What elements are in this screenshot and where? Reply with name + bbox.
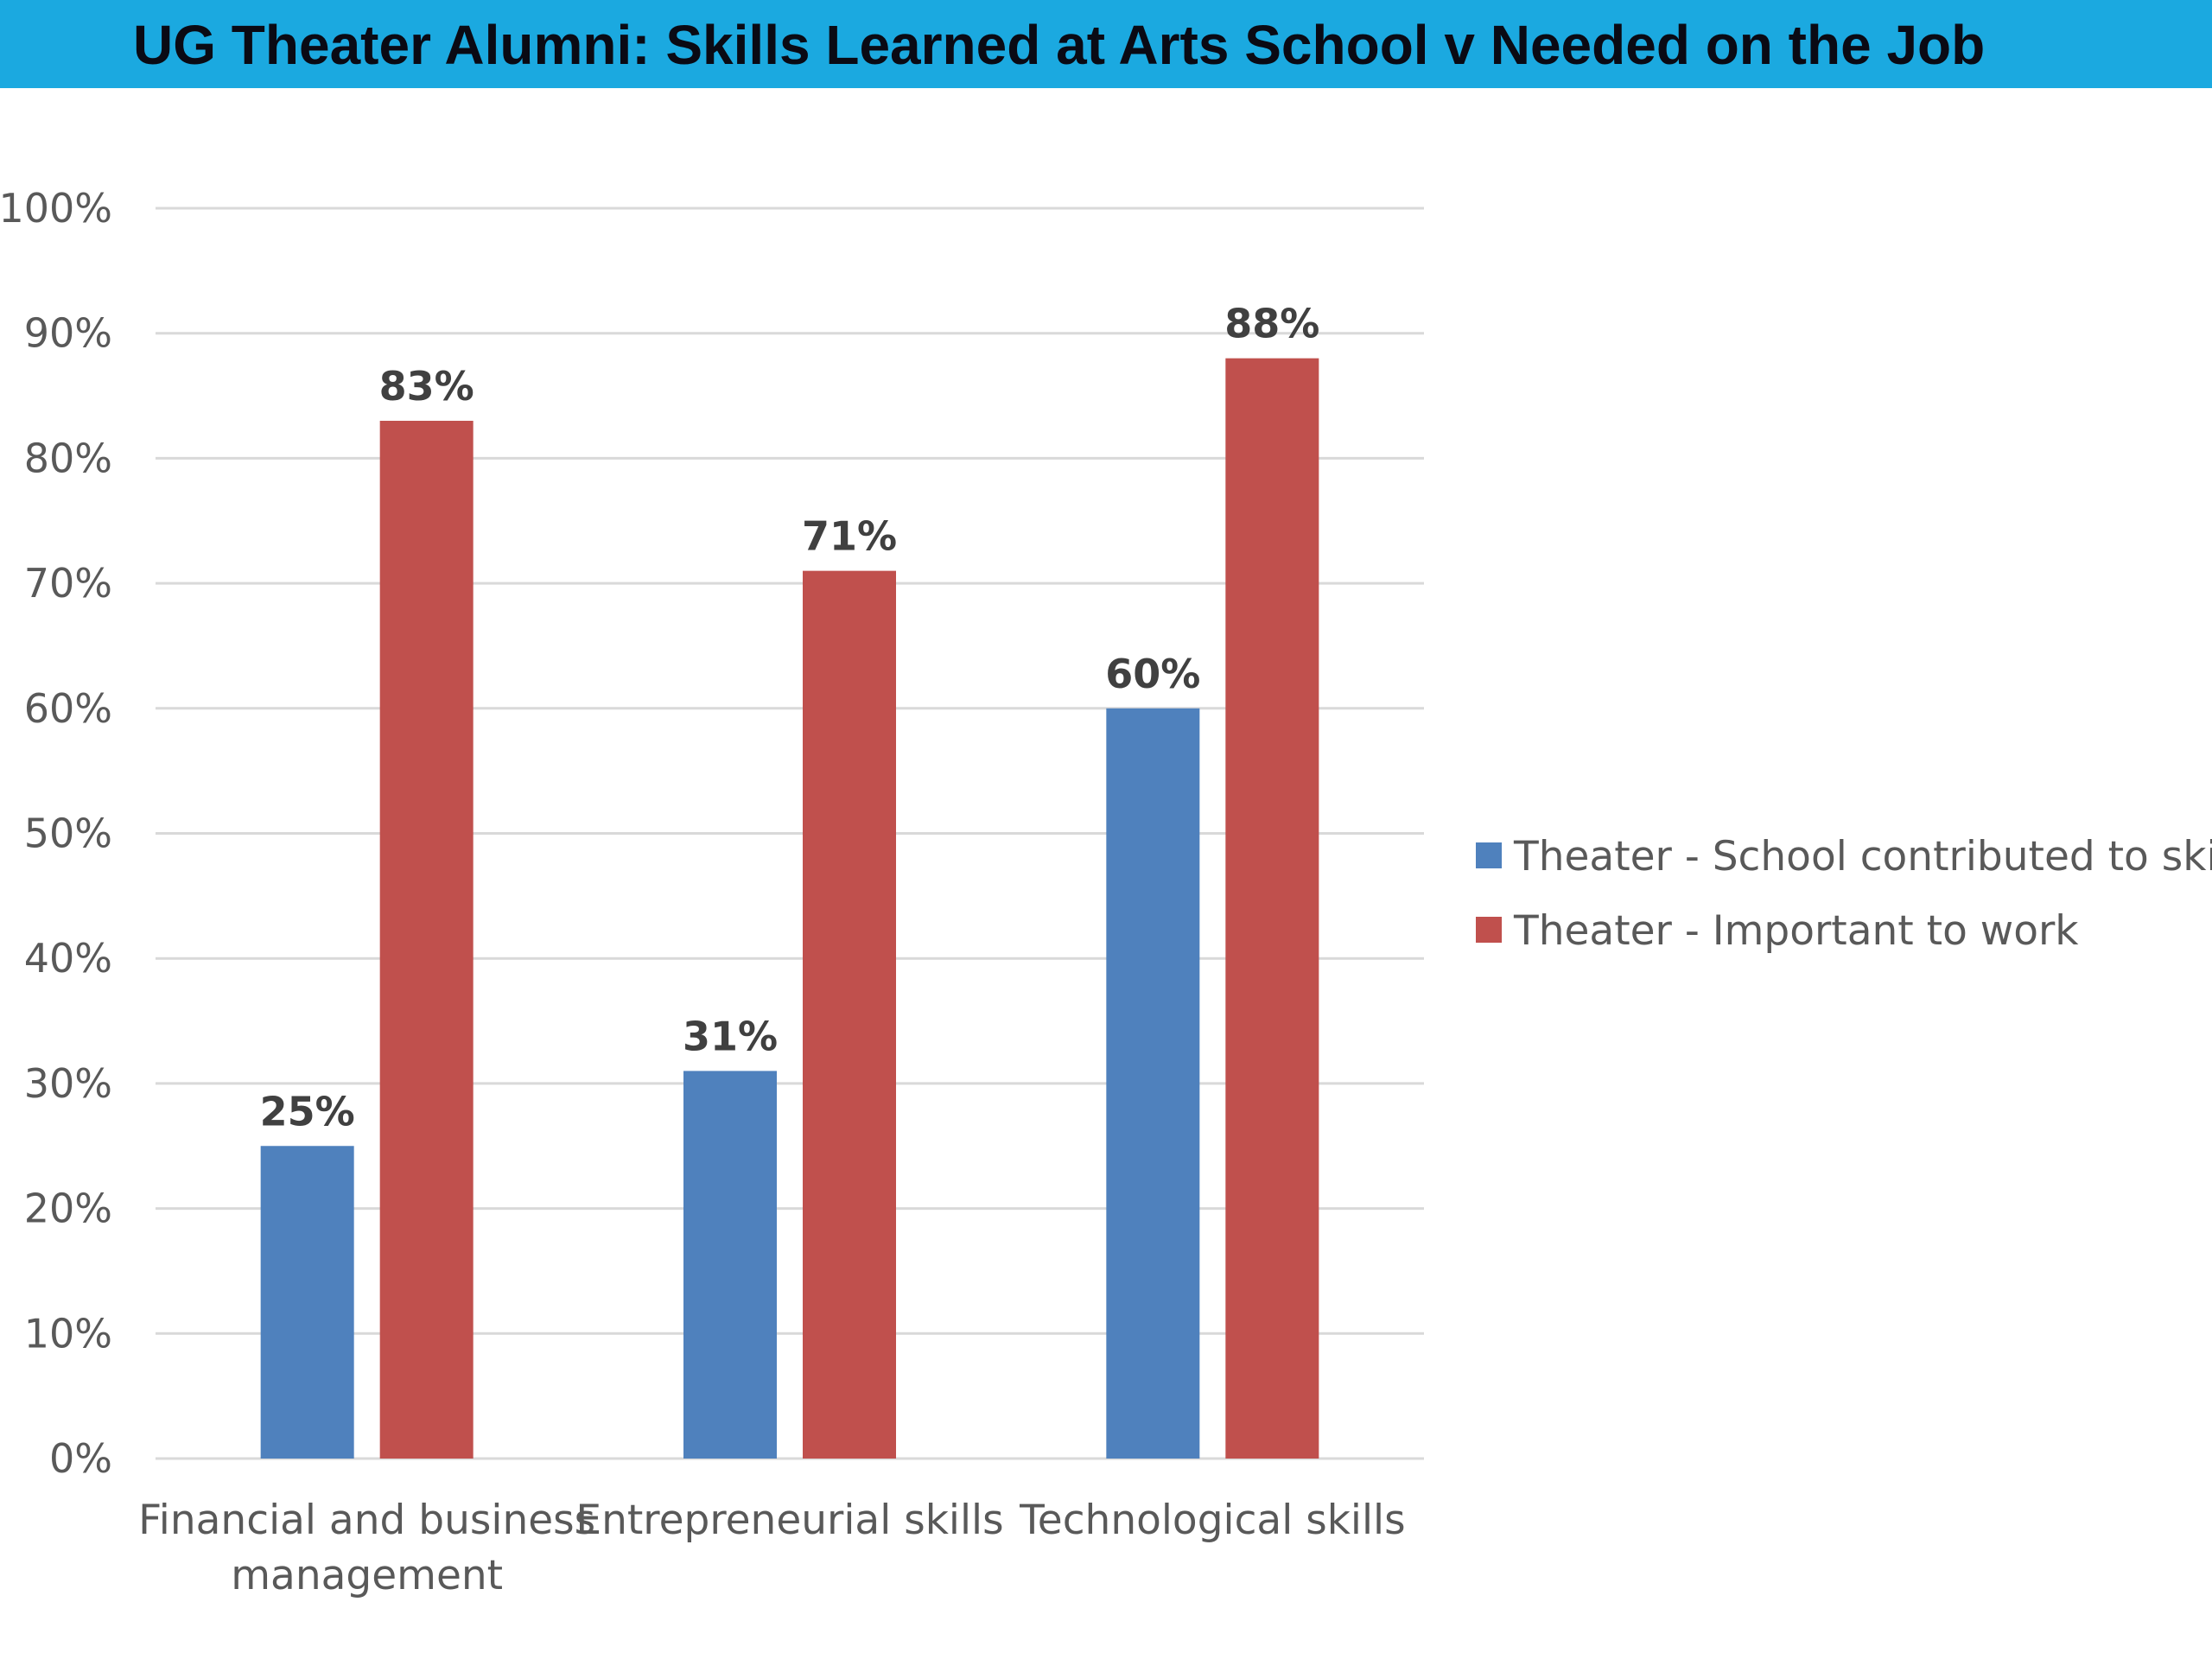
category-label: management <box>231 1552 503 1599</box>
y-tick-label: 70% <box>24 560 112 607</box>
y-tick-label: 0% <box>49 1435 112 1482</box>
legend-swatch <box>1476 917 1502 943</box>
y-tick-label: 30% <box>24 1060 112 1107</box>
y-tick-label: 20% <box>24 1185 112 1232</box>
chart-title: UG Theater Alumni: Skills Learned at Art… <box>133 14 1986 76</box>
data-label: 60% <box>1105 651 1200 697</box>
data-labels: 25% 83% 31% 71% 60% 88% <box>260 301 1320 1135</box>
bar <box>260 1146 354 1459</box>
bar <box>379 420 474 1459</box>
x-axis-categories: Financial and business management Entrepre… <box>138 1497 1405 1599</box>
gridlines <box>156 207 1424 1460</box>
category-label: Technological skills <box>1019 1497 1406 1544</box>
y-axis-ticks: 0% 10% 20% 30% 40% 50% 60% 70% 80% 90% 100% <box>0 185 112 1482</box>
bars <box>260 358 1319 1459</box>
y-tick-label: 80% <box>24 435 112 481</box>
y-tick-label: 100% <box>0 185 112 232</box>
data-label: 83% <box>379 363 474 410</box>
legend: Theater - School contributed to skill The… <box>1476 833 2212 955</box>
bar <box>1225 358 1319 1459</box>
y-tick-label: 40% <box>24 935 112 982</box>
y-tick-label: 60% <box>24 685 112 732</box>
category-label: Entrepreneurial skills <box>575 1497 1003 1544</box>
bar <box>803 570 896 1459</box>
y-tick-label: 10% <box>24 1310 112 1357</box>
bar <box>683 1071 777 1459</box>
category-label: Financial and business <box>138 1497 595 1544</box>
legend-swatch <box>1476 842 1502 868</box>
y-tick-label: 90% <box>24 310 112 357</box>
data-label: 31% <box>683 1013 778 1059</box>
y-tick-label: 50% <box>24 810 112 857</box>
bar <box>1106 708 1200 1459</box>
data-label: 25% <box>260 1088 355 1135</box>
data-label: 88% <box>1224 301 1319 347</box>
data-label: 71% <box>802 513 897 560</box>
title-bar: UG Theater Alumni: Skills Learned at Art… <box>0 0 2212 88</box>
legend-label: Theater - Important to work <box>1513 907 2079 955</box>
legend-label: Theater - School contributed to skill <box>1513 833 2212 880</box>
